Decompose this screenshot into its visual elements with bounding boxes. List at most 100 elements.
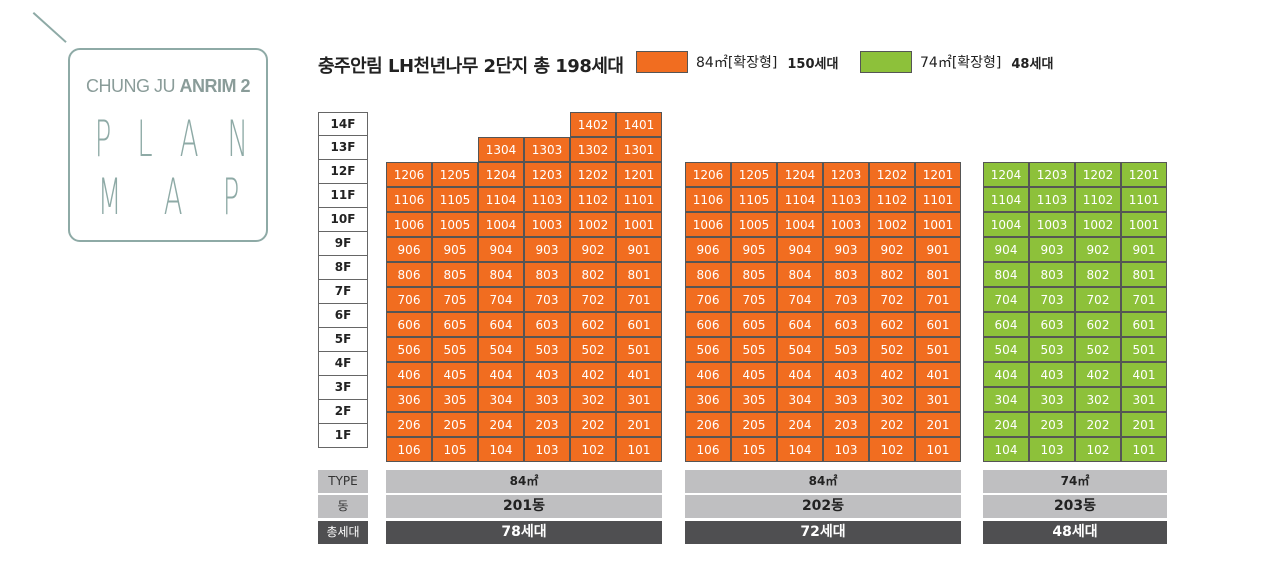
- unit-cell: 605: [432, 312, 478, 337]
- unit-cell: 102: [1075, 437, 1121, 462]
- unit-cell: 204: [983, 412, 1029, 437]
- floor-label: 4F: [318, 352, 368, 376]
- unit-cell: 503: [1029, 337, 1075, 362]
- unit-cell: 202: [570, 412, 616, 437]
- unit-cell: 603: [823, 312, 869, 337]
- unit-cell: 1005: [432, 212, 478, 237]
- unit-cell: 506: [386, 337, 432, 362]
- unit-cell: 1304: [478, 137, 524, 162]
- unit-cell: 806: [386, 262, 432, 287]
- unit-cell: 104: [478, 437, 524, 462]
- bldg-201-dong: 201동: [386, 495, 662, 518]
- unit-cell: 1001: [1121, 212, 1167, 237]
- unit-cell: 104: [983, 437, 1029, 462]
- unit-cell: 101: [616, 437, 662, 462]
- unit-cell: 1003: [823, 212, 869, 237]
- unit-cell: 901: [915, 237, 961, 262]
- unit-cell: 801: [915, 262, 961, 287]
- unit-cell: 603: [1029, 312, 1075, 337]
- unit-cell: 1002: [869, 212, 915, 237]
- row-label-total: 총세대: [318, 521, 368, 544]
- unit-cell: 1104: [983, 187, 1029, 212]
- unit-cell: 102: [869, 437, 915, 462]
- unit-cell: 804: [983, 262, 1029, 287]
- unit-cell: 304: [478, 387, 524, 412]
- floor-label: 6F: [318, 304, 368, 328]
- floor-label: 14F: [318, 112, 368, 136]
- unit-cell: 1103: [524, 187, 570, 212]
- bldg-201-total: 78세대: [386, 521, 662, 544]
- unit-cell: 701: [1121, 287, 1167, 312]
- unit-cell: 202: [869, 412, 915, 437]
- floor-label: 1F: [318, 424, 368, 448]
- unit-cell: 604: [983, 312, 1029, 337]
- unit-cell: 702: [869, 287, 915, 312]
- bldg-203-total: 48세대: [983, 521, 1167, 544]
- unit-cell: 805: [432, 262, 478, 287]
- unit-cell: 204: [478, 412, 524, 437]
- unit-cell: 203: [823, 412, 869, 437]
- unit-cell: 903: [524, 237, 570, 262]
- unit-cell: 703: [1029, 287, 1075, 312]
- unit-cell: 1202: [1075, 162, 1121, 187]
- unit-cell: 601: [915, 312, 961, 337]
- unit-cell: 903: [1029, 237, 1075, 262]
- unit-cell: 106: [386, 437, 432, 462]
- unit-cell: 804: [777, 262, 823, 287]
- unit-cell: 606: [685, 312, 731, 337]
- unit-cell: 702: [570, 287, 616, 312]
- floor-label: 3F: [318, 376, 368, 400]
- row-label-dong: 동: [318, 495, 368, 518]
- unit-cell: 802: [1075, 262, 1121, 287]
- unit-cell: 703: [823, 287, 869, 312]
- unit-cell: 103: [524, 437, 570, 462]
- unit-cell: 1106: [386, 187, 432, 212]
- unit-cell: 1001: [616, 212, 662, 237]
- unit-cell: 504: [983, 337, 1029, 362]
- unit-cell: 303: [823, 387, 869, 412]
- unit-cell: 702: [1075, 287, 1121, 312]
- unit-cell: 906: [685, 237, 731, 262]
- unit-cell: 805: [731, 262, 777, 287]
- unit-cell: 606: [386, 312, 432, 337]
- unit-cell: 1302: [570, 137, 616, 162]
- unit-cell: 203: [524, 412, 570, 437]
- unit-cell: 1104: [478, 187, 524, 212]
- unit-cell: 1003: [524, 212, 570, 237]
- unit-cell: 1205: [432, 162, 478, 187]
- unit-cell: 1204: [478, 162, 524, 187]
- unit-cell: 904: [777, 237, 823, 262]
- unit-cell: 405: [731, 362, 777, 387]
- unit-cell: 901: [1121, 237, 1167, 262]
- unit-cell: 301: [1121, 387, 1167, 412]
- unit-cell: 1101: [915, 187, 961, 212]
- unit-cell: 803: [524, 262, 570, 287]
- page-title: 충주안림 LH천년나무 2단지 총 198세대: [318, 56, 624, 77]
- unit-cell: 906: [386, 237, 432, 262]
- unit-cell: 402: [570, 362, 616, 387]
- unit-cell: 402: [869, 362, 915, 387]
- unit-cell: 502: [1075, 337, 1121, 362]
- unit-cell: 802: [869, 262, 915, 287]
- unit-cell: 1203: [1029, 162, 1075, 187]
- unit-cell: 701: [616, 287, 662, 312]
- logo-subtitle: CHUNG JU ANRIM 2: [85, 76, 251, 96]
- unit-cell: 705: [731, 287, 777, 312]
- unit-cell: 806: [685, 262, 731, 287]
- bldg-202-dong: 202동: [685, 495, 961, 518]
- floor-label: 2F: [318, 400, 368, 424]
- unit-cell: 1102: [869, 187, 915, 212]
- unit-cell: 602: [1075, 312, 1121, 337]
- unit-cell: 103: [1029, 437, 1075, 462]
- unit-cell: 401: [616, 362, 662, 387]
- unit-cell: 703: [524, 287, 570, 312]
- unit-cell: 603: [524, 312, 570, 337]
- unit-cell: 304: [983, 387, 1029, 412]
- unit-cell: 405: [432, 362, 478, 387]
- unit-cell: 206: [386, 412, 432, 437]
- unit-cell: 302: [869, 387, 915, 412]
- unit-cell: 804: [478, 262, 524, 287]
